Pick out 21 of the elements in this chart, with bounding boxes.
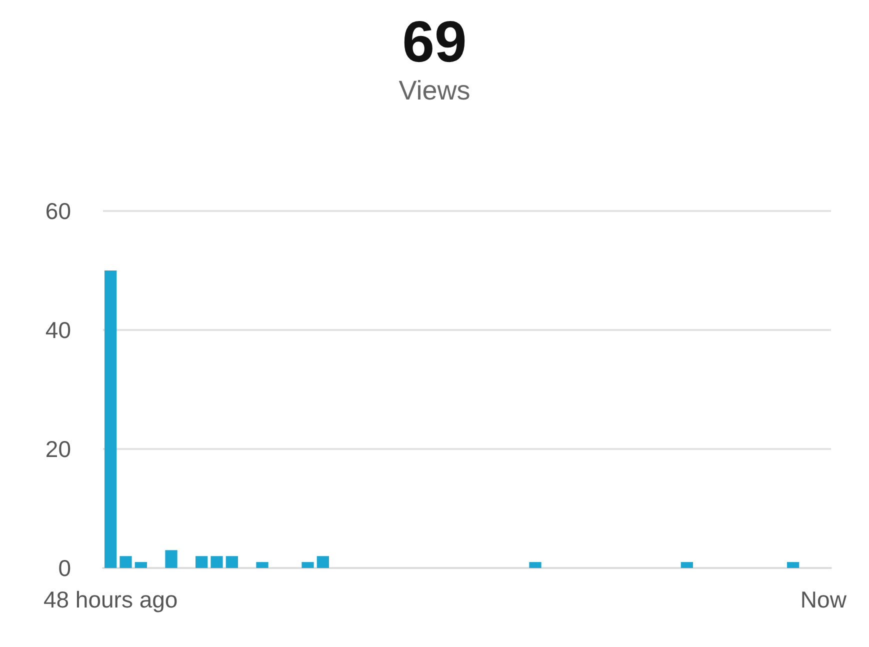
y-tick-label: 0 — [58, 555, 71, 581]
bar — [226, 556, 238, 568]
bar — [104, 270, 117, 568]
y-tick-label: 40 — [45, 317, 71, 343]
chart-title: 69 — [402, 10, 467, 74]
x-tick-label: Now — [800, 586, 847, 612]
x-tick-label: 48 hours ago — [43, 586, 178, 612]
bar — [302, 562, 314, 568]
y-tick-label: 60 — [45, 198, 71, 224]
bar — [196, 556, 208, 568]
bar — [529, 562, 542, 568]
bar — [210, 556, 223, 568]
bar — [134, 562, 147, 568]
bar — [787, 562, 800, 568]
bar — [256, 562, 268, 568]
y-tick-label: 20 — [45, 436, 71, 462]
bar — [316, 556, 329, 568]
bar — [165, 550, 178, 568]
chart-subtitle: Views — [398, 76, 470, 106]
bar — [120, 556, 132, 568]
bar — [680, 562, 693, 568]
